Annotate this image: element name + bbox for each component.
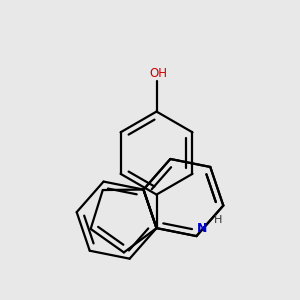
Text: OH: OH	[149, 68, 167, 80]
Text: N: N	[197, 221, 208, 235]
Text: H: H	[214, 215, 222, 225]
